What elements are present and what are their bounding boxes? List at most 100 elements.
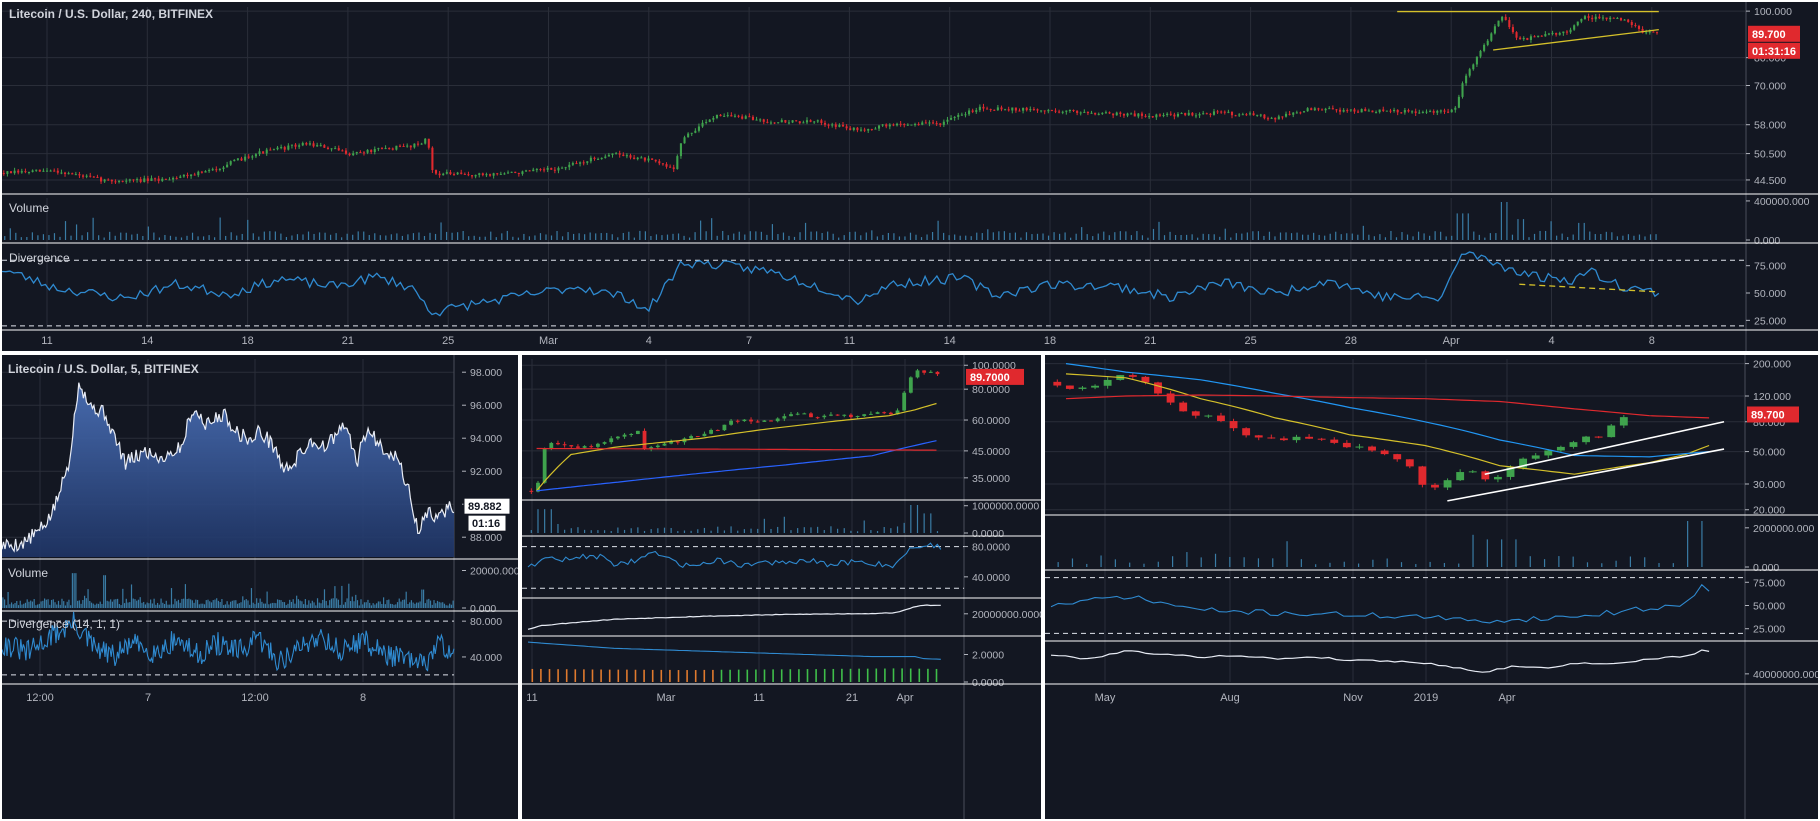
main-candle — [359, 152, 362, 154]
main-div-y-tick-label: 50.000 — [1754, 288, 1786, 300]
main-candle — [63, 172, 67, 175]
main-candle — [1126, 113, 1129, 116]
main-candle — [881, 124, 884, 126]
main-x-tick-label: 7 — [746, 335, 752, 347]
main-candle — [2, 173, 5, 175]
main-chart[interactable]: 100.000 8 0.000 70.000 58.000 50.500 44.500 89.… — [2, 2, 1818, 351]
main-candle — [1360, 109, 1363, 113]
main-candle — [1191, 112, 1194, 116]
main-candle — [182, 174, 185, 177]
main-candle — [1119, 112, 1122, 114]
main-candle — [946, 119, 949, 122]
main-candle — [939, 123, 942, 125]
main-candle — [452, 174, 456, 176]
bm-x-tick-label: Mar — [657, 692, 676, 704]
br-candle — [1556, 446, 1565, 451]
main-candle — [1320, 109, 1324, 111]
main-candle — [1281, 116, 1284, 118]
main-candle — [971, 110, 974, 112]
main-candle — [1342, 110, 1345, 112]
main-candle — [841, 124, 845, 127]
main-candle — [1637, 26, 1641, 29]
bm-candle — [602, 442, 607, 444]
main-x-tick-label: 25 — [442, 335, 454, 347]
bottom-left-chart-panel[interactable]: 98.00096.00094.00092.00090.00088.00089.8… — [2, 355, 518, 819]
main-candle — [895, 123, 899, 126]
bm-candle — [829, 414, 833, 416]
br-candle — [1405, 459, 1414, 467]
main-candle — [67, 173, 70, 175]
main-candle — [276, 147, 279, 150]
main-candle — [762, 119, 765, 122]
bm-volume-y-tick-label: 0.0000 — [972, 528, 1004, 540]
main-candle — [305, 143, 308, 145]
br-candle — [1619, 417, 1628, 426]
main-candle — [172, 177, 175, 180]
main-divergence-line — [2, 251, 1660, 317]
br-candle — [1468, 471, 1477, 473]
main-candle — [935, 123, 938, 125]
main-candle — [636, 157, 639, 160]
main-candle — [1040, 110, 1043, 112]
bottom-right-chart-panel[interactable]: 200.000 120.000 80.000 50.000 30.000 20.000 89… — [1045, 355, 1818, 819]
main-candle — [845, 126, 848, 129]
main-candle — [834, 124, 837, 127]
bottom-left-chart[interactable]: 98.00096.00094.00092.00090.00088.00089.8… — [2, 355, 518, 819]
main-candle — [737, 115, 740, 117]
main-candle — [1079, 112, 1082, 114]
main-candle — [1036, 109, 1039, 111]
main-candle — [1375, 112, 1378, 114]
bm-candle — [629, 434, 634, 436]
main-candle — [831, 124, 834, 126]
main-candle — [503, 173, 506, 175]
main-candle — [1288, 113, 1291, 115]
main-candle — [1058, 111, 1061, 113]
main-candle — [676, 156, 679, 169]
bm-candle — [842, 414, 847, 416]
main-candle — [1101, 112, 1104, 114]
main-candle — [1468, 69, 1471, 76]
main-candle — [1573, 25, 1576, 30]
main-chart-panel[interactable]: 100.000 8 0.000 70.000 58.000 50.500 44.500 89.… — [2, 2, 1818, 351]
main-candle — [798, 121, 801, 124]
main-candle — [535, 169, 538, 171]
bottom-right-chart[interactable]: 200.000120.00080.00050.00030.00020.00089… — [1045, 355, 1818, 819]
main-x-tick-label: 21 — [1144, 335, 1156, 347]
bm-candle — [789, 414, 793, 417]
bm-candle — [635, 430, 640, 435]
main-candle — [438, 173, 441, 176]
main-candle — [56, 170, 59, 173]
main-candle — [308, 143, 311, 145]
main-candle — [1403, 110, 1406, 113]
main-candle — [1169, 113, 1172, 115]
main-candle — [1209, 113, 1212, 115]
main-candle — [687, 133, 690, 138]
main-candle — [1162, 114, 1165, 116]
bm-candle — [935, 371, 940, 375]
main-x-tick-label: 4 — [646, 335, 652, 347]
main-candle — [128, 179, 131, 181]
main-candle — [510, 171, 513, 173]
main-candle — [604, 156, 607, 158]
bl-countdown-tag: 01:16 — [472, 518, 500, 530]
main-candle — [395, 145, 398, 150]
main-candle — [777, 122, 780, 124]
main-candle — [1601, 17, 1605, 19]
br-candle — [1141, 376, 1150, 383]
bottom-middle-chart-panel[interactable]: 100.0000 80.0000 60.0000 45.0000 35.0000 89.7… — [522, 355, 1041, 819]
br-candle — [1128, 375, 1137, 377]
main-candle — [1220, 111, 1223, 113]
main-candle — [1004, 109, 1007, 111]
main-candle — [733, 115, 736, 117]
bm-y-tick-label: 60.0000 — [972, 415, 1010, 427]
br-moving-average — [1065, 394, 1710, 419]
bm-candle — [642, 430, 647, 449]
bm-candle — [755, 421, 760, 423]
main-candle — [1645, 32, 1648, 34]
main-candle — [795, 120, 798, 122]
main-candle — [1472, 64, 1475, 70]
bottom-middle-chart[interactable]: 100.000080.000060.000045.000035.000089.7… — [522, 355, 1041, 819]
main-candle — [1493, 26, 1496, 34]
br-candle — [1607, 425, 1616, 438]
main-candle — [233, 159, 236, 162]
